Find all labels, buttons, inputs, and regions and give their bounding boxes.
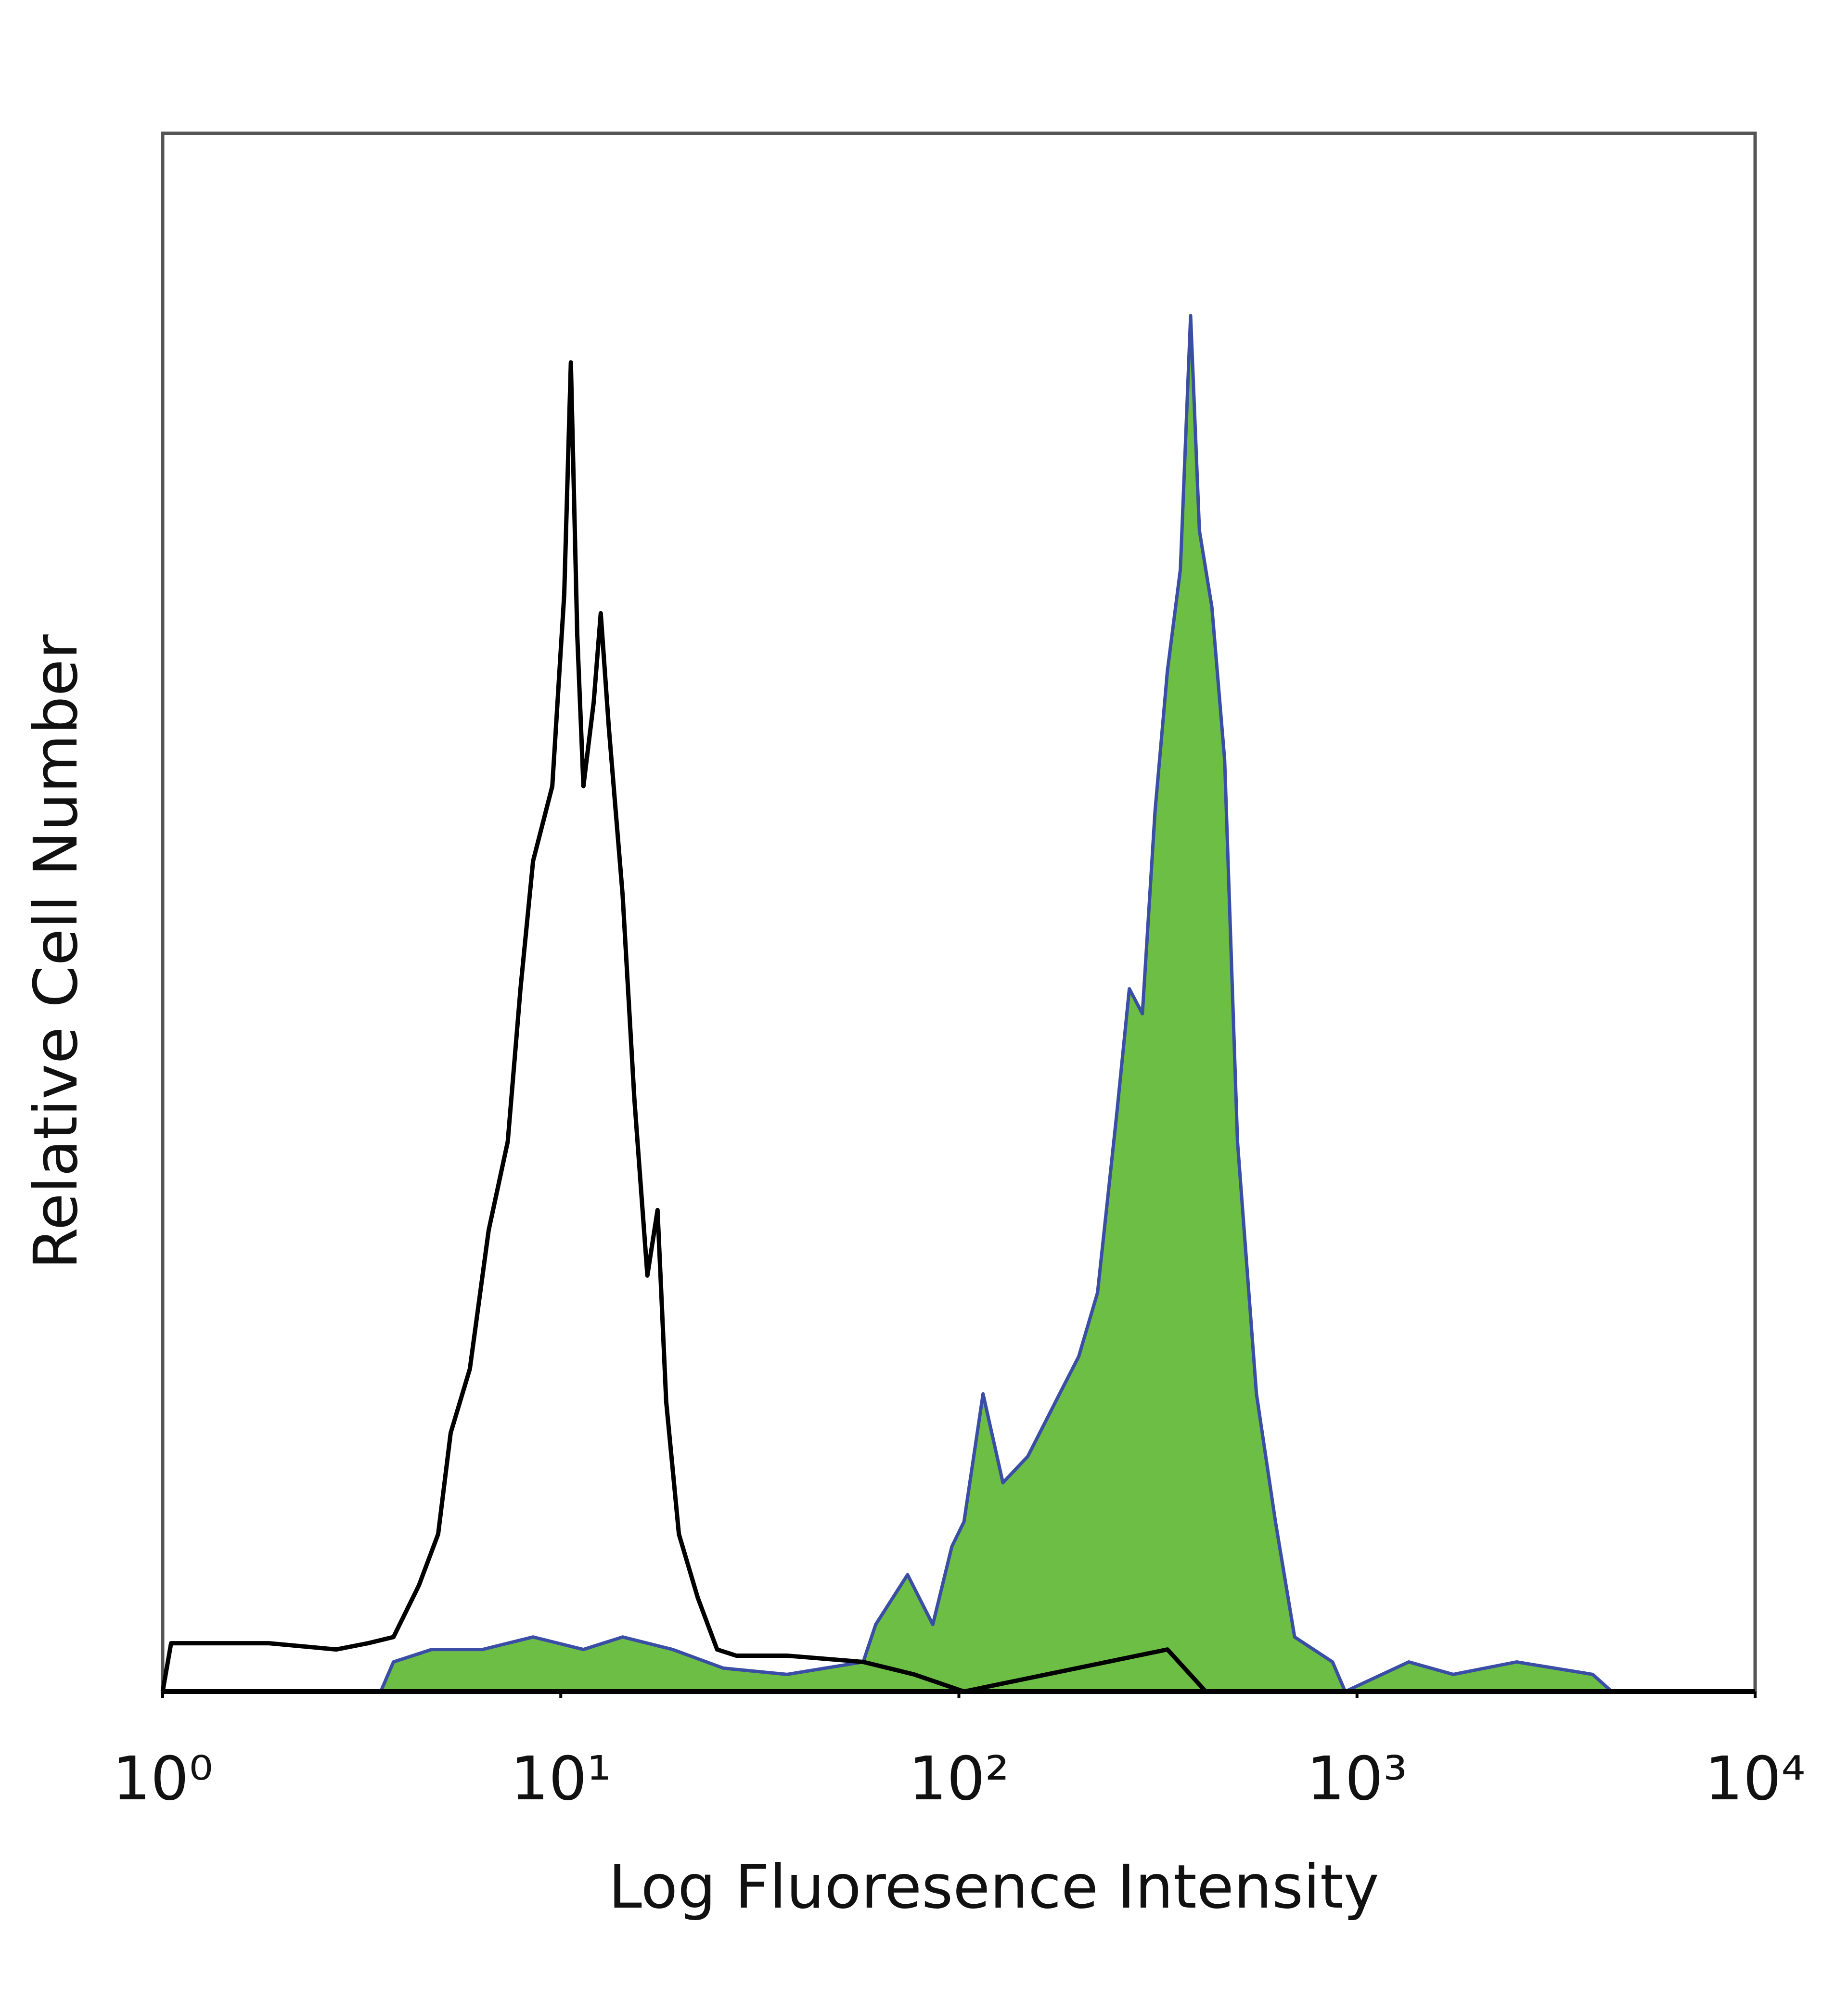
x-tick-label: 10¹ <box>511 1744 611 1814</box>
x-tick-label: 10⁴ <box>1705 1744 1805 1814</box>
x-axis-label: Log Fluoresence Intensity <box>608 1852 1379 1922</box>
x-tick-label: 10² <box>909 1744 1009 1814</box>
x-tick-label: 10³ <box>1307 1744 1407 1814</box>
x-tick-label: 10⁰ <box>112 1744 213 1814</box>
plot-frame <box>161 131 1757 1693</box>
y-axis-label: Relative Cell Number <box>21 634 91 1269</box>
histogram-line <box>379 314 1613 1693</box>
histogram-line <box>160 360 1755 1694</box>
